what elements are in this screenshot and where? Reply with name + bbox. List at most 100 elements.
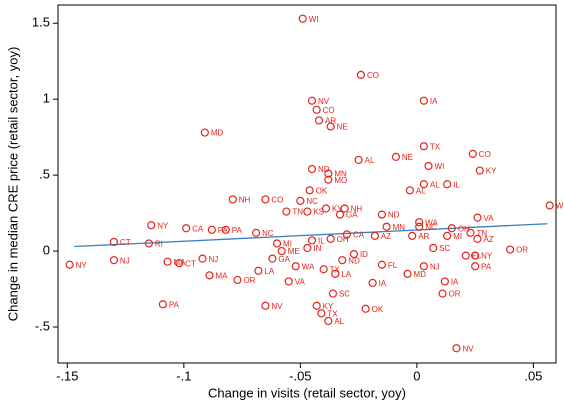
point-label: NV xyxy=(271,302,283,311)
point-label: OK xyxy=(372,305,384,314)
point xyxy=(377,210,387,219)
point-label: NC xyxy=(306,197,318,206)
point-label: FL xyxy=(388,261,398,270)
point-label: PA xyxy=(481,262,492,271)
point xyxy=(326,234,335,244)
point-label: ME xyxy=(288,247,300,256)
y-tick-label: 1 xyxy=(43,91,50,106)
point xyxy=(221,225,230,234)
point-label: MA xyxy=(174,258,187,267)
point-label: AL xyxy=(365,156,375,165)
point xyxy=(261,301,270,310)
point xyxy=(228,195,237,204)
point xyxy=(207,225,216,234)
point-label: TN xyxy=(292,208,303,217)
point xyxy=(277,246,286,256)
point-label: WI xyxy=(435,162,445,171)
point xyxy=(324,316,333,326)
point xyxy=(147,221,156,230)
point-label: AR xyxy=(418,232,429,241)
point-label: OR xyxy=(449,290,461,299)
point xyxy=(307,164,317,174)
point-label: NY xyxy=(481,252,493,261)
y-tick-label: -.5 xyxy=(35,318,50,333)
x-tick-label: -.05 xyxy=(289,368,311,383)
point xyxy=(251,228,261,237)
y-tick-label: .5 xyxy=(39,167,50,182)
point xyxy=(545,201,554,210)
point xyxy=(319,265,328,274)
point-label: IN xyxy=(313,244,321,253)
point-label: KY xyxy=(332,205,343,214)
point-label: OR xyxy=(243,276,255,285)
point xyxy=(368,278,377,288)
point-label: MN xyxy=(393,223,406,232)
point xyxy=(438,289,447,298)
point-label: NY xyxy=(157,221,169,230)
point-label: W xyxy=(556,202,564,211)
point xyxy=(419,262,428,271)
point-label: NE xyxy=(337,123,348,132)
point-label: ND xyxy=(348,256,360,265)
point-label: IL xyxy=(318,237,325,246)
point xyxy=(391,152,401,161)
point-label: CT xyxy=(185,259,196,268)
point xyxy=(303,207,312,216)
point-label: KY xyxy=(486,167,497,176)
point xyxy=(447,224,456,233)
point xyxy=(361,304,370,313)
point xyxy=(321,204,331,213)
point-label: NJ xyxy=(120,256,130,265)
point-label: NV xyxy=(462,344,474,353)
point xyxy=(419,96,428,105)
point xyxy=(328,289,338,298)
point xyxy=(468,149,477,158)
point-label: CO xyxy=(271,196,283,205)
y-axis-title: Change in median CRE price (retail secto… xyxy=(5,47,20,322)
point xyxy=(109,237,119,247)
point-label: MI xyxy=(453,232,462,241)
point-label: CO xyxy=(367,71,379,80)
point xyxy=(452,344,461,353)
point-label: NH xyxy=(239,196,251,205)
point-label: MD xyxy=(211,129,224,138)
point-label: MD xyxy=(414,270,427,279)
y-tick-label: 1.5 xyxy=(32,15,50,30)
point xyxy=(349,249,359,259)
point-label: GA xyxy=(278,255,290,264)
point-label: WA xyxy=(302,262,315,271)
point xyxy=(461,251,470,260)
point-label: TX xyxy=(327,309,338,318)
point-label: PA xyxy=(232,226,243,235)
point xyxy=(471,262,480,271)
point-label: RI xyxy=(155,240,163,249)
point-label: IA xyxy=(451,278,459,287)
point-label: ID xyxy=(360,250,368,259)
point xyxy=(158,300,167,309)
point-label: CA xyxy=(353,230,365,239)
point-label: OR xyxy=(516,246,528,255)
point xyxy=(382,222,391,231)
point-label: SC xyxy=(339,290,350,299)
point-label: MI xyxy=(283,240,292,249)
point xyxy=(198,254,207,263)
point-label: LA xyxy=(264,267,274,276)
point-label: VA xyxy=(295,278,306,287)
point-label: AR xyxy=(325,117,336,126)
point xyxy=(254,266,263,275)
point xyxy=(415,218,424,227)
point xyxy=(312,105,321,114)
point-label: NC xyxy=(262,229,274,238)
point xyxy=(268,254,277,263)
point xyxy=(475,166,484,175)
point-label: CO xyxy=(479,150,491,159)
point-label: VA xyxy=(483,214,494,223)
point xyxy=(298,14,307,23)
point-label: MO xyxy=(334,176,347,185)
point xyxy=(466,228,475,237)
y-tick-label: 0 xyxy=(43,242,50,257)
point xyxy=(377,260,387,269)
point xyxy=(342,230,352,239)
point-label: CA xyxy=(192,224,204,233)
